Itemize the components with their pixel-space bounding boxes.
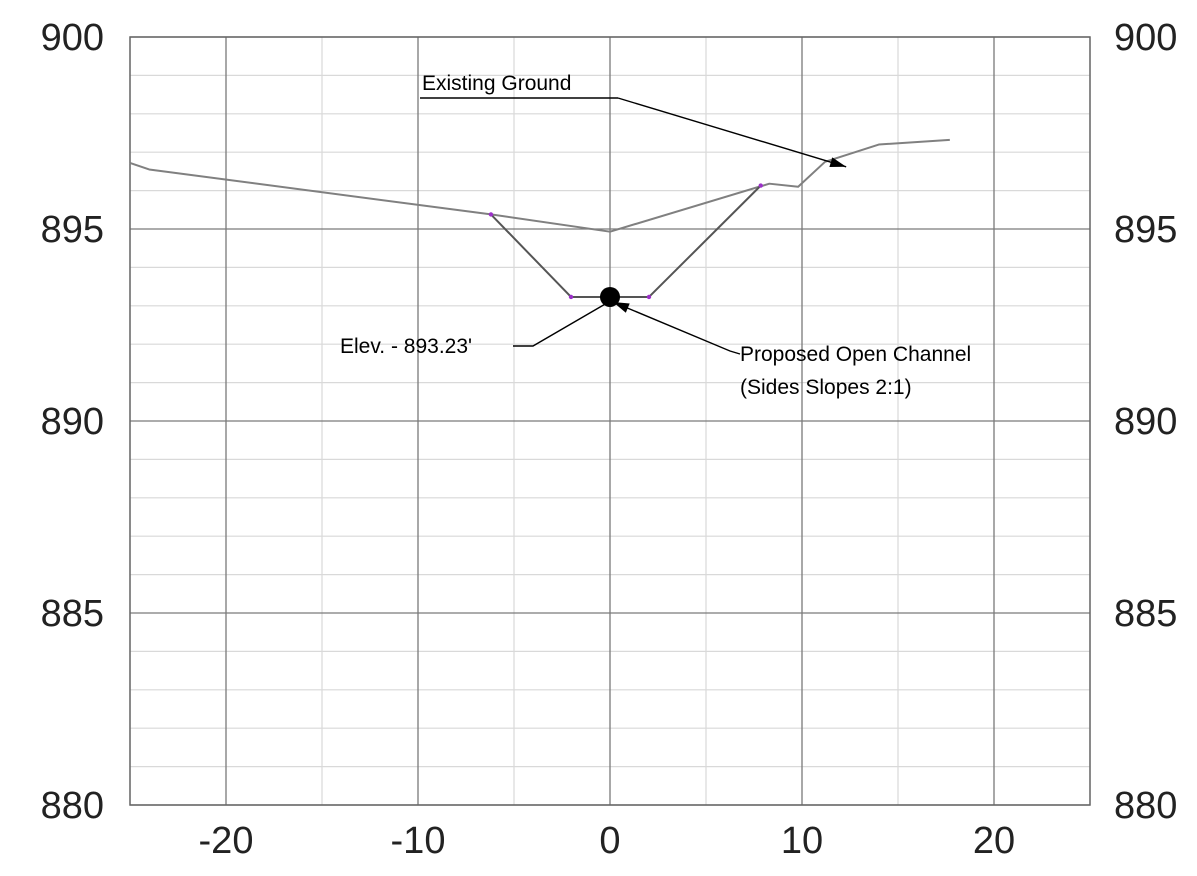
y-tick-label-left: 890 xyxy=(41,401,104,443)
annotation-existing-ground: Existing Ground xyxy=(422,72,571,95)
annotation-elevation: Elev. - 893.23' xyxy=(340,335,472,358)
proposed-channel-arrowhead xyxy=(613,301,630,313)
existing-ground-arrowhead xyxy=(829,157,847,167)
annotation-side-slopes: (Sides Slopes 2:1) xyxy=(740,376,912,399)
channel-vertex-point xyxy=(646,294,652,300)
y-tick-label-right: 890 xyxy=(1114,401,1177,443)
existing-ground-leader xyxy=(617,97,847,168)
plot-frame xyxy=(129,36,1091,806)
y-tick-label-left: 885 xyxy=(41,593,104,635)
y-tick-label-left: 895 xyxy=(41,209,104,251)
annotation-proposed-channel: Proposed Open Channel xyxy=(740,343,971,366)
major-grid xyxy=(130,36,1090,806)
y-tick-label-right: 885 xyxy=(1114,593,1177,635)
x-tick-label: 10 xyxy=(781,820,823,862)
x-tick-label: 0 xyxy=(599,820,620,862)
x-tick-label: -10 xyxy=(391,820,446,862)
elevation-leader xyxy=(513,302,608,347)
channel-vertex-point xyxy=(488,212,494,217)
series-line-existing xyxy=(129,138,950,233)
proposed-channel-leader xyxy=(612,301,741,355)
channel-vertex-point xyxy=(568,294,574,300)
channel-vertex-point xyxy=(758,183,763,188)
series-layer xyxy=(129,138,950,307)
series-line-channel xyxy=(490,184,762,298)
y-tick-label-right: 895 xyxy=(1114,209,1177,251)
y-tick-label-right: 900 xyxy=(1114,17,1177,59)
x-tick-label: -20 xyxy=(199,820,254,862)
y-tick-label-left: 880 xyxy=(41,785,104,827)
x-tick-label: 20 xyxy=(973,820,1015,862)
invert-point-marker xyxy=(600,286,620,307)
tick-labels: -20 -10 0 10 20 880 880 885 885 890 890 895 895 900 90… xyxy=(41,17,1178,862)
y-tick-label-right: 880 xyxy=(1114,785,1177,827)
y-tick-label-left: 900 xyxy=(41,17,104,59)
annotation-layer: Existing Ground Elev. - 893.23' Proposed O… xyxy=(340,72,971,399)
